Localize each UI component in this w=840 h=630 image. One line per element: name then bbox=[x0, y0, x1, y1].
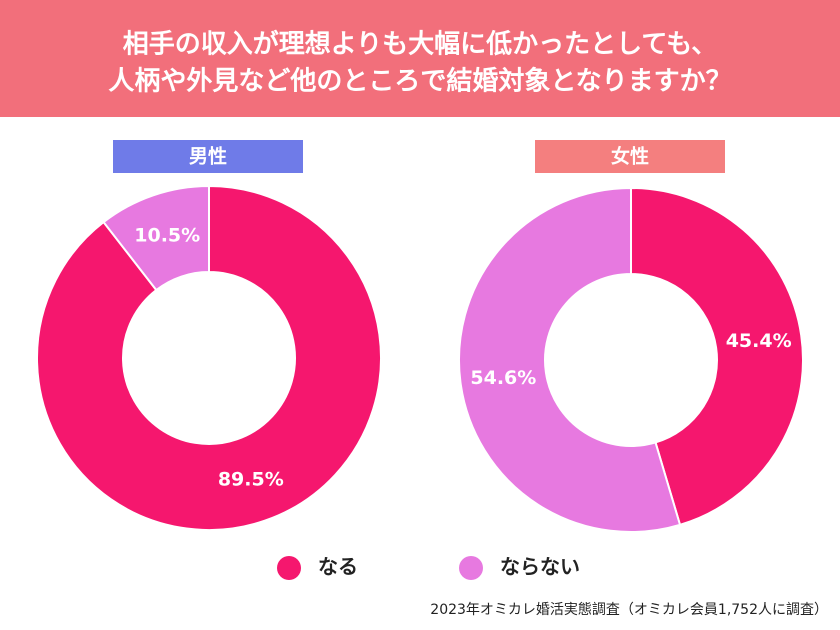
legend-marker bbox=[459, 556, 483, 580]
title-line: 人柄や外見など他のところで結婚対象となりますか？ bbox=[108, 66, 731, 97]
value-label: 10.5% bbox=[134, 224, 200, 246]
donut-slice bbox=[36, 184, 382, 531]
panel-title: 男性 bbox=[189, 145, 227, 168]
value-label: 45.4% bbox=[726, 330, 792, 352]
header-band bbox=[0, 0, 840, 117]
donut-slice bbox=[458, 186, 682, 533]
value-label: 89.5% bbox=[218, 469, 284, 491]
legend-label: なる bbox=[318, 555, 358, 579]
donut-slice bbox=[102, 184, 210, 292]
panel-title: 女性 bbox=[611, 145, 649, 168]
donut-slice bbox=[630, 186, 804, 527]
value-label: 54.6% bbox=[470, 367, 536, 389]
panel-title-box bbox=[113, 140, 303, 173]
legend-label: ならない bbox=[500, 555, 580, 579]
title-line: 相手の収入が理想よりも大幅に低かったとしても、 bbox=[123, 29, 718, 60]
source: 2023年オミカレ婚活実態調査（オミカレ会員1,752人に調査） bbox=[430, 602, 828, 618]
legend-marker bbox=[277, 556, 301, 580]
panel-title-box bbox=[535, 140, 725, 173]
